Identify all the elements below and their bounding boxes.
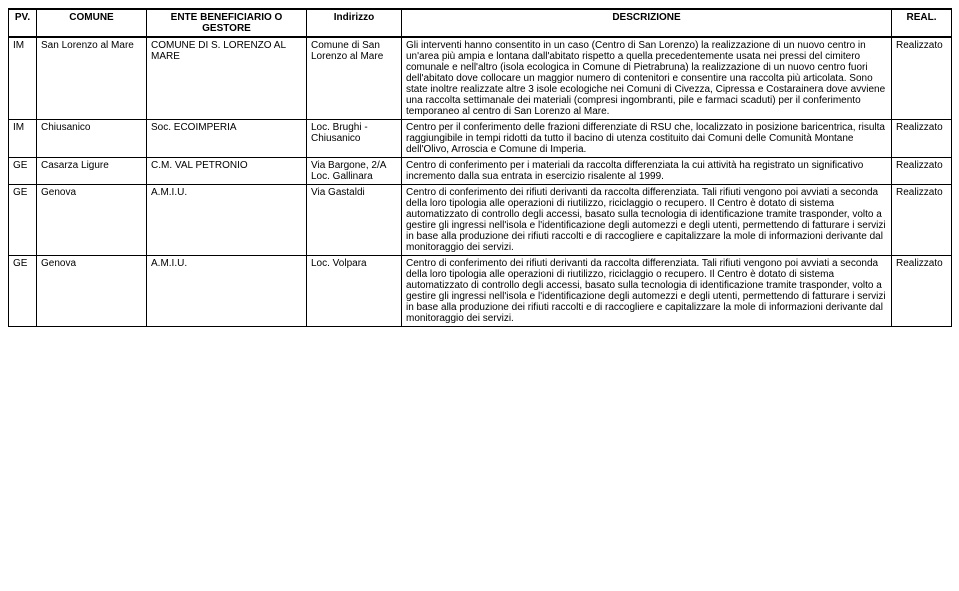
cell-comune: Chiusanico — [37, 120, 147, 158]
table-row: IM San Lorenzo al Mare COMUNE DI S. LORE… — [9, 37, 952, 120]
header-indirizzo: Indirizzo — [307, 9, 402, 37]
cell-comune: Casarza Ligure — [37, 158, 147, 185]
cell-descrizione: Centro per il conferimento delle frazion… — [402, 120, 892, 158]
cell-pv: GE — [9, 185, 37, 256]
cell-comune: Genova — [37, 185, 147, 256]
cell-real: Realizzato — [892, 158, 952, 185]
table-row: GE Casarza Ligure C.M. VAL PETRONIO Via … — [9, 158, 952, 185]
data-table: PV. COMUNE ENTE BENEFICIARIO O GESTORE I… — [8, 8, 952, 327]
cell-indirizzo: Loc. Volpara — [307, 256, 402, 327]
header-comune: COMUNE — [37, 9, 147, 37]
cell-indirizzo: Via Bargone, 2/A Loc. Gallinara — [307, 158, 402, 185]
cell-comune: San Lorenzo al Mare — [37, 37, 147, 120]
cell-real: Realizzato — [892, 185, 952, 256]
table-row: GE Genova A.M.I.U. Loc. Volpara Centro d… — [9, 256, 952, 327]
cell-descrizione: Centro di conferimento dei rifiuti deriv… — [402, 256, 892, 327]
cell-indirizzo: Comune di San Lorenzo al Mare — [307, 37, 402, 120]
table-row: GE Genova A.M.I.U. Via Gastaldi Centro d… — [9, 185, 952, 256]
cell-ente: Soc. ECOIMPERIA — [147, 120, 307, 158]
cell-real: Realizzato — [892, 120, 952, 158]
cell-indirizzo: Loc. Brughi - Chiusanico — [307, 120, 402, 158]
header-ente: ENTE BENEFICIARIO O GESTORE — [147, 9, 307, 37]
cell-pv: IM — [9, 37, 37, 120]
cell-descrizione: Gli interventi hanno consentito in un ca… — [402, 37, 892, 120]
table-body: IM San Lorenzo al Mare COMUNE DI S. LORE… — [9, 37, 952, 327]
cell-comune: Genova — [37, 256, 147, 327]
cell-real: Realizzato — [892, 256, 952, 327]
cell-pv: IM — [9, 120, 37, 158]
cell-real: Realizzato — [892, 37, 952, 120]
cell-ente: COMUNE DI S. LORENZO AL MARE — [147, 37, 307, 120]
cell-indirizzo: Via Gastaldi — [307, 185, 402, 256]
cell-ente: C.M. VAL PETRONIO — [147, 158, 307, 185]
header-real: REAL. — [892, 9, 952, 37]
header-row: PV. COMUNE ENTE BENEFICIARIO O GESTORE I… — [9, 9, 952, 37]
header-descrizione: DESCRIZIONE — [402, 9, 892, 37]
cell-ente: A.M.I.U. — [147, 256, 307, 327]
cell-descrizione: Centro di conferimento per i materiali d… — [402, 158, 892, 185]
cell-descrizione: Centro di conferimento dei rifiuti deriv… — [402, 185, 892, 256]
cell-pv: GE — [9, 158, 37, 185]
table-row: IM Chiusanico Soc. ECOIMPERIA Loc. Brugh… — [9, 120, 952, 158]
header-pv: PV. — [9, 9, 37, 37]
cell-pv: GE — [9, 256, 37, 327]
cell-ente: A.M.I.U. — [147, 185, 307, 256]
